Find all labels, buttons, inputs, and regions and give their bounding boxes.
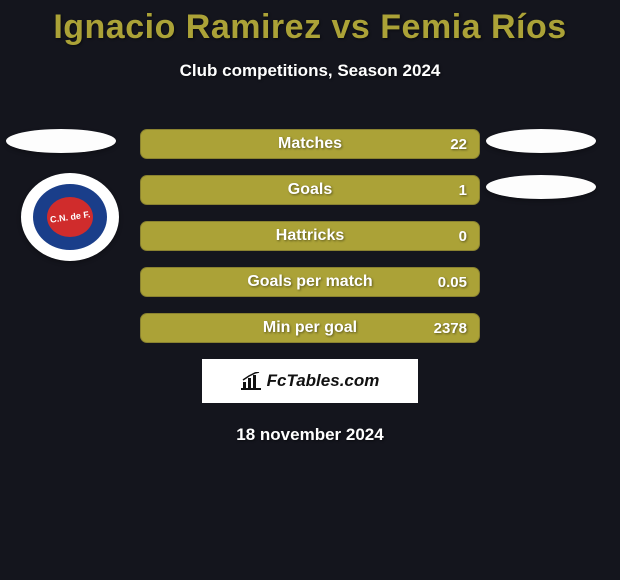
- stat-label: Goals: [288, 181, 332, 199]
- brand-box[interactable]: FcTables.com: [202, 359, 418, 403]
- stat-row: Hattricks 0: [0, 221, 620, 251]
- stat-bar: Hattricks 0: [140, 221, 480, 251]
- stat-row: Goals per match 0.05: [0, 267, 620, 297]
- stats-area: C.N. de F. Matches 22 Goals 1 Hattricks …: [0, 129, 620, 343]
- stat-label: Matches: [278, 135, 342, 153]
- stat-bar: Min per goal 2378: [140, 313, 480, 343]
- stat-value: 0: [459, 228, 467, 245]
- stat-label: Goals per match: [247, 273, 372, 291]
- stat-value: 22: [450, 136, 467, 153]
- page-title: Ignacio Ramirez vs Femia Ríos: [0, 0, 620, 47]
- stat-value: 2378: [434, 320, 467, 337]
- stat-label: Min per goal: [263, 319, 357, 337]
- stat-value: 1: [459, 182, 467, 199]
- stat-label: Hattricks: [276, 227, 344, 245]
- subtitle: Club competitions, Season 2024: [0, 61, 620, 81]
- stat-row: Goals 1: [0, 175, 620, 205]
- stat-bar: Goals per match 0.05: [140, 267, 480, 297]
- stat-row: Matches 22: [0, 129, 620, 159]
- stat-value: 0.05: [438, 274, 467, 291]
- stat-row: Min per goal 2378: [0, 313, 620, 343]
- stat-bar: Goals 1: [140, 175, 480, 205]
- chart-icon: [241, 372, 261, 390]
- stat-bar: Matches 22: [140, 129, 480, 159]
- date-text: 18 november 2024: [0, 425, 620, 445]
- brand-text: FcTables.com: [267, 371, 380, 391]
